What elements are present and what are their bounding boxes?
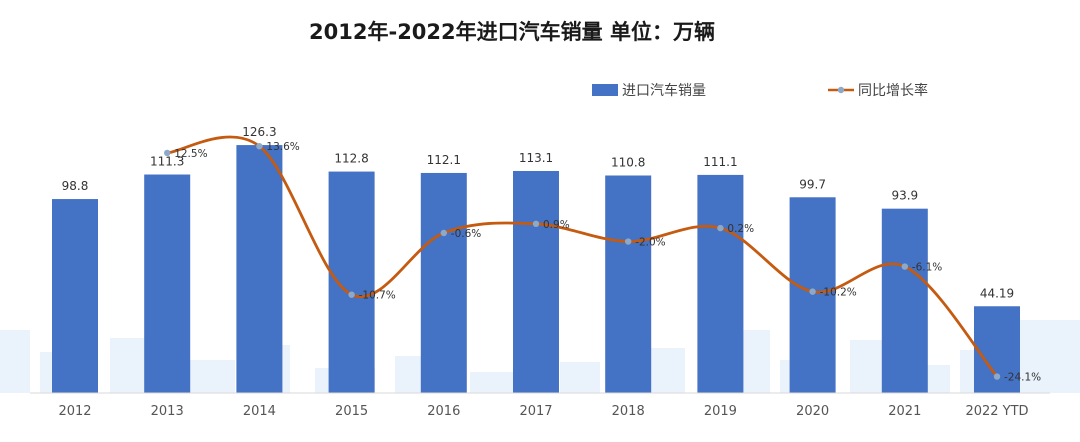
growth-value-label: -10.7% [359,290,396,302]
x-tick-label: 2015 [335,404,368,419]
growth-point [809,288,816,295]
bar-value-label: 93.9 [891,189,918,203]
bar-value-label: 44.19 [980,286,1014,300]
x-tick-label: 2022 YTD [965,404,1028,419]
x-tick-label: 2020 [796,404,829,419]
bar-value-label: 112.1 [427,153,461,167]
chart-title: 2012年-2022年进口汽车销量 单位：万辆 [309,20,715,44]
growth-value-label: -6.1% [912,262,942,274]
bar-2021 [881,208,928,393]
x-tick-label: 2012 [58,404,91,419]
x-tick-label: 2021 [888,404,921,419]
x-axis-ticks: 2012 2013 2014 2015 2016 2017 2018 2019 2020 2021… [58,404,1028,419]
growth-rate-points [164,143,1001,380]
bar-2012 [52,199,98,393]
legend: 进口汽车销量 同比增长率 [592,82,928,99]
bar-value-label: 111.1 [703,155,737,169]
legend-line-label: 同比增长率 [858,82,928,99]
bar-value-label: 112.8 [334,152,368,166]
growth-value-label: 13.6% [266,141,299,153]
bar-value-label: 99.7 [799,177,826,191]
decor-block [1020,320,1080,393]
decor-block [560,362,600,393]
growth-point [625,238,632,245]
x-tick-label: 2016 [427,404,460,419]
growth-value-label: 0.2% [727,223,754,235]
growth-point [532,220,540,228]
bar-2015 [328,171,375,393]
bar-2014 [236,145,283,393]
bar-2017 [513,170,559,393]
x-tick-label: 2014 [243,404,276,419]
bar-value-label: 98.8 [62,179,89,193]
growth-point [993,373,1001,380]
growth-point [348,291,355,298]
growth-point [256,143,263,150]
bar-2013 [144,174,191,393]
bar-2018 [605,175,652,393]
legend-bar-label: 进口汽车销量 [622,82,706,99]
legend-line-marker [837,86,845,94]
x-tick-label: 2018 [612,404,645,419]
growth-value-label: 0.9% [543,219,570,231]
bar-2016 [420,172,467,393]
growth-value-label: -2.0% [635,237,665,249]
bar-series [52,145,1020,393]
decor-block [470,372,520,393]
x-tick-label: 2019 [704,404,737,419]
legend-bar-swatch [592,84,618,96]
growth-point [717,224,724,232]
bar-value-label: 126.3 [242,125,276,139]
decor-block [0,330,30,393]
x-tick-label: 2013 [151,404,184,419]
growth-value-label: -0.6% [451,228,481,240]
growth-value-label: -10.2% [820,287,857,299]
growth-point [164,149,171,157]
growth-rate-line [166,135,999,378]
bar-data-labels: 98.8 111.3 126.3 112.8 112.1 113.1 110.8 111.1 9… [62,125,1015,300]
growth-value-label: -24.1% [1004,372,1041,384]
growth-rate-labels: 12.5% 13.6% -10.7% -0.6% 0.9% -2.0% 0.2% -10.2%… [174,141,1041,383]
bar-value-label: 111.3 [150,155,184,169]
growth-point [440,229,447,237]
x-tick-label: 2017 [519,404,552,419]
bar-2020 [789,197,836,393]
bar-2019 [697,174,744,393]
bar-value-label: 113.1 [519,151,553,165]
growth-value-label: 12.5% [174,148,207,160]
bar-value-label: 110.8 [611,155,645,169]
growth-point [901,263,908,270]
